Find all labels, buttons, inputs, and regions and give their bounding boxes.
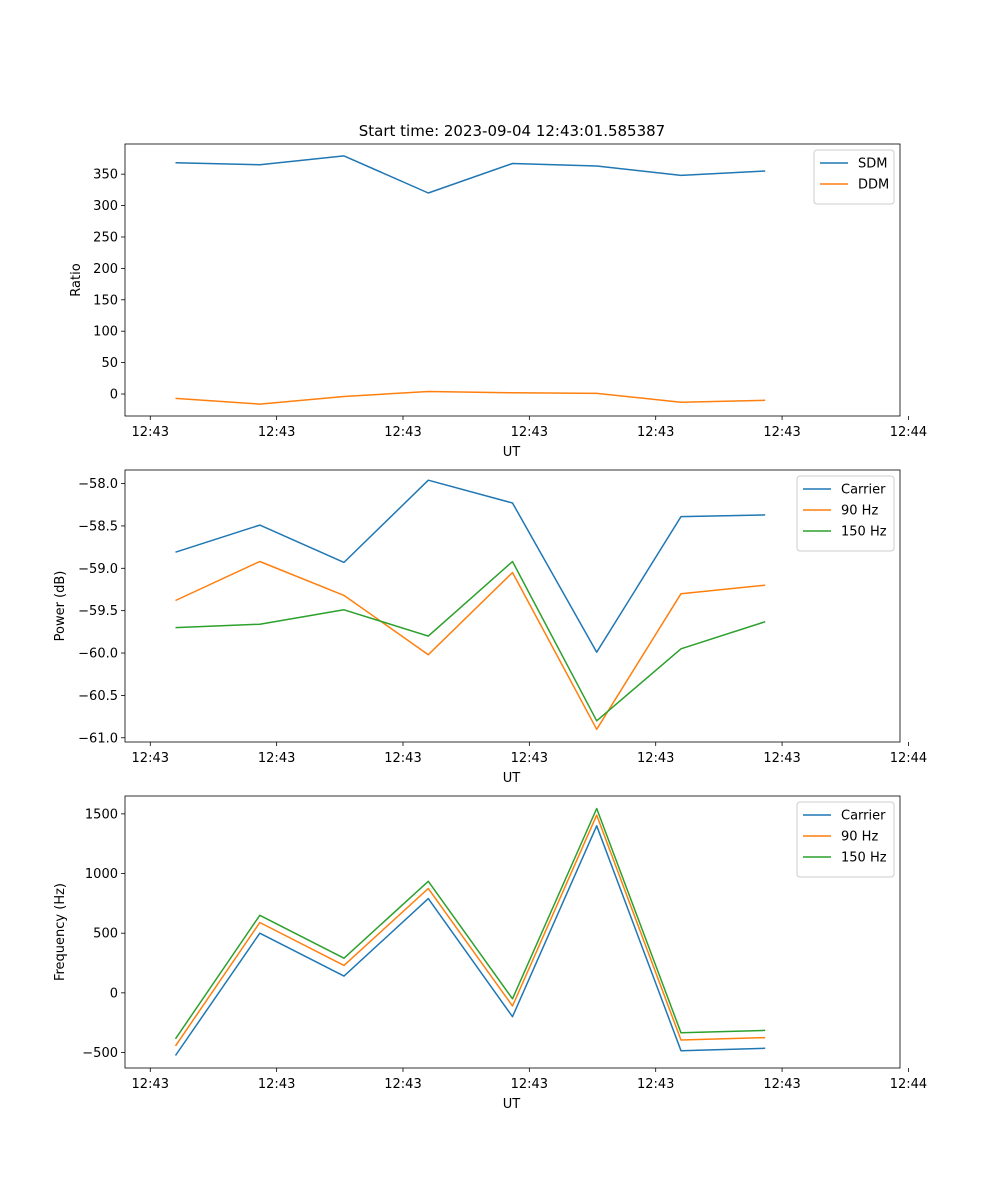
series-line-carrier [175, 479, 766, 653]
series-lines [174, 807, 766, 1056]
x-tick-label: 12:43 [258, 1077, 295, 1092]
y-tick-label: 0 [110, 388, 118, 403]
legend: Carrier 90 Hz 150 Hz [796, 475, 895, 552]
series-lines [175, 155, 766, 405]
x-tick-label: 12:44 [890, 425, 927, 440]
series-line-150-hz [174, 807, 766, 1040]
y-tick-label: 1000 [85, 867, 118, 882]
y-tick-label: 100 [93, 325, 118, 340]
x-tick-label: 12:43 [384, 751, 421, 766]
legend-label: 150 Hz [841, 851, 887, 866]
legend-label: Carrier [841, 809, 886, 824]
x-tick-label: 12:43 [258, 425, 295, 440]
legend: Carrier 90 Hz 150 Hz [796, 801, 895, 878]
y-axis: 0 50 100 150 200 250 300 350 Ratio [69, 168, 125, 403]
x-axis: 12:43 12:43 12:43 12:43 12:43 12:43 12:44 UT [132, 1068, 927, 1112]
x-tick-label: 12:43 [132, 751, 169, 766]
series-line-90-hz [174, 814, 766, 1047]
y-tick-label: 500 [93, 927, 118, 942]
y-tick-label: 200 [93, 262, 118, 277]
y-tick-label: −59.5 [78, 604, 118, 619]
legend-box [796, 475, 895, 552]
x-tick-label: 12:43 [384, 1077, 421, 1092]
legend: SDM DDM [813, 149, 895, 205]
x-axis-label: UT [503, 445, 521, 460]
ratio-panel: 12:43 12:43 12:43 12:43 12:43 12:43 12:44 UT 0 50… [69, 143, 927, 460]
legend-label: DDM [858, 178, 889, 193]
x-tick-label: 12:43 [511, 751, 548, 766]
y-axis: −61.0 −60.5 −60.0 −59.5 −59.0 −58.5 −58.0 Power… [53, 477, 125, 746]
x-axis-label: UT [503, 1097, 521, 1112]
x-tick-label: 12:43 [763, 425, 800, 440]
series-lines [175, 479, 766, 731]
figure-title: Start time: 2023-09-04 12:43:01.585387 [359, 122, 665, 140]
y-tick-label: 0 [110, 986, 118, 1001]
x-tick-label: 12:43 [384, 425, 421, 440]
axes-frame [124, 143, 901, 417]
y-axis-label: Ratio [69, 263, 84, 296]
x-tick-label: 12:43 [763, 1077, 800, 1092]
y-tick-label: 300 [93, 199, 118, 214]
y-tick-label: 250 [93, 230, 118, 245]
x-tick-label: 12:43 [637, 1077, 674, 1092]
x-tick-label: 12:43 [132, 425, 169, 440]
power-panel: 12:43 12:43 12:43 12:43 12:43 12:43 12:44 UT −61… [53, 469, 927, 786]
y-axis: −500 0 500 1000 1500 Frequency (Hz) [53, 807, 125, 1061]
x-tick-label: 12:43 [637, 751, 674, 766]
y-tick-label: 150 [93, 293, 118, 308]
x-axis-label: UT [503, 771, 521, 786]
series-line-150-hz [175, 560, 766, 722]
y-tick-label: −58.5 [78, 519, 118, 534]
axes-frame [124, 795, 901, 1069]
x-tick-label: 12:43 [637, 425, 674, 440]
legend-label: 90 Hz [841, 830, 878, 845]
legend-label: Carrier [841, 483, 886, 498]
axes-frame [124, 469, 901, 743]
legend-label: SDM [858, 157, 887, 172]
x-tick-label: 12:43 [763, 751, 800, 766]
y-tick-label: 50 [101, 356, 118, 371]
series-line-carrier [174, 825, 766, 1056]
x-tick-label: 12:43 [511, 1077, 548, 1092]
series-line-sdm [175, 155, 766, 194]
legend-label: 150 Hz [841, 525, 887, 540]
x-tick-label: 12:43 [511, 425, 548, 440]
y-axis-label: Frequency (Hz) [53, 883, 68, 981]
x-tick-label: 12:43 [258, 751, 295, 766]
y-tick-label: −58.0 [78, 477, 118, 492]
series-line-90-hz [175, 560, 766, 731]
y-tick-label: −60.5 [78, 689, 118, 704]
y-tick-label: −61.0 [78, 731, 118, 746]
series-line-ddm [175, 390, 766, 405]
frequency-panel: 12:43 12:43 12:43 12:43 12:43 12:43 12:44 UT −50… [53, 795, 927, 1112]
x-tick-label: 12:44 [890, 1077, 927, 1092]
x-axis: 12:43 12:43 12:43 12:43 12:43 12:43 12:44 UT [132, 742, 927, 786]
x-axis: 12:43 12:43 12:43 12:43 12:43 12:43 12:44 UT [132, 416, 927, 460]
legend-box [796, 801, 895, 878]
legend-label: 90 Hz [841, 504, 878, 519]
y-tick-label: −500 [82, 1046, 118, 1061]
y-axis-label: Power (dB) [53, 571, 68, 642]
x-tick-label: 12:44 [890, 751, 927, 766]
y-tick-label: −59.0 [78, 562, 118, 577]
x-tick-label: 12:43 [132, 1077, 169, 1092]
y-tick-label: 1500 [85, 807, 118, 822]
y-tick-label: 350 [93, 168, 118, 183]
y-tick-label: −60.0 [78, 647, 118, 662]
